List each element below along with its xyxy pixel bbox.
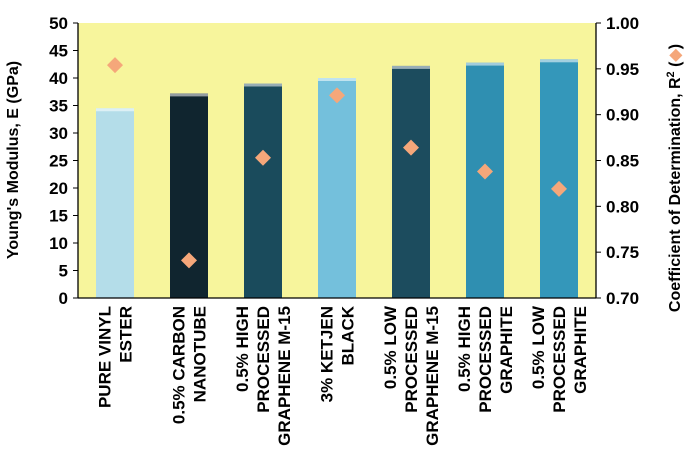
right-ticks: 0.70 0.75 0.80 0.85 0.90 0.95 1.00 <box>596 14 639 308</box>
y2-axis-title-symbol: ◆ <box>667 49 684 63</box>
r2-markers <box>107 57 567 269</box>
category-label: PURE VINYL <box>96 306 115 408</box>
r2-marker-6 <box>477 163 493 180</box>
category-label: GRAPHITE <box>497 306 516 394</box>
y-axis-title: Young's Modulus, E (GPa) <box>5 61 22 259</box>
y-tick-label: 40 <box>49 69 68 88</box>
y2-axis-title-close: ) <box>667 44 684 49</box>
bar-3-highlight <box>244 83 282 87</box>
bar-5-highlight <box>392 65 430 69</box>
y2-tick-label: 0.70 <box>606 289 639 308</box>
y2-tick-label: 0.90 <box>606 106 639 125</box>
y2-tick-label: 0.85 <box>606 152 639 171</box>
y-tick-label: 35 <box>49 97 68 116</box>
bar-4-highlight <box>318 78 356 81</box>
bar-6-highlight <box>466 62 504 66</box>
y-tick-label: 50 <box>49 14 68 33</box>
category-label: 3% KETJEN <box>318 306 337 402</box>
category-label: 0.5% HIGH <box>233 306 252 392</box>
bar-2-highlight <box>170 93 208 97</box>
y-tick-label: 20 <box>49 179 68 198</box>
category-label: PROCESSED <box>476 306 495 413</box>
category-label: BLACK <box>339 305 358 365</box>
category-label: 0.5% HIGH <box>455 306 474 392</box>
bar-5 <box>392 65 430 299</box>
y2-axis-title: Coefficient of Determination, R2 (◆) <box>665 44 684 312</box>
category-label: 0.5% LOW <box>529 305 548 389</box>
category-label: PROCESSED <box>254 306 273 413</box>
bar-4 <box>318 78 356 298</box>
bar-1-highlight <box>96 108 134 112</box>
y2-axis-title-sup: 2 <box>665 71 677 77</box>
y-tick-label: 5 <box>59 262 68 281</box>
y2-tick-label: 0.75 <box>606 243 639 262</box>
r2-marker-1 <box>107 57 123 74</box>
y2-tick-label: 0.95 <box>606 60 639 79</box>
bar-6 <box>466 62 504 298</box>
y2-tick-label: 0.80 <box>606 197 639 216</box>
category-labels: PURE VINYL ESTER 0.5% CARBON NANOTUBE 0.5% H… <box>96 305 591 446</box>
y-tick-label: 10 <box>49 234 68 253</box>
y2-axis-title-open: ( <box>667 61 684 71</box>
y-tick-label: 0 <box>59 289 68 308</box>
category-label: 0.5% LOW <box>381 305 400 389</box>
bars <box>96 59 578 299</box>
bar-1 <box>96 108 134 298</box>
bar-7 <box>540 59 578 298</box>
r2-marker-5 <box>403 139 419 156</box>
y-tick-label: 45 <box>49 42 68 61</box>
r2-marker-2 <box>181 252 197 269</box>
y2-axis-title-main: Coefficient of Determination, R <box>667 77 684 312</box>
r2-marker-3 <box>255 149 271 166</box>
category-label: 0.5% CARBON <box>170 306 189 424</box>
left-ticks: 0 5 10 15 20 25 30 35 40 45 50 <box>49 14 78 308</box>
y-tick-label: 25 <box>49 152 68 171</box>
category-label: GRAPHENE M-15 <box>275 306 294 446</box>
y-tick-label: 15 <box>49 207 68 226</box>
y-tick-label: 30 <box>49 124 68 143</box>
r2-marker-7 <box>551 180 567 197</box>
bar-7-highlight <box>540 59 578 63</box>
category-label: GRAPHENE M-15 <box>423 306 442 446</box>
category-label: NANOTUBE <box>191 306 210 402</box>
r2-marker-4 <box>329 87 345 104</box>
y2-tick-label: 1.00 <box>606 14 639 33</box>
category-label: PROCESSED <box>402 306 421 413</box>
bar-3 <box>244 83 282 298</box>
category-label: ESTER <box>117 306 136 363</box>
category-label: PROCESSED <box>550 306 569 413</box>
category-label: GRAPHITE <box>571 306 590 394</box>
